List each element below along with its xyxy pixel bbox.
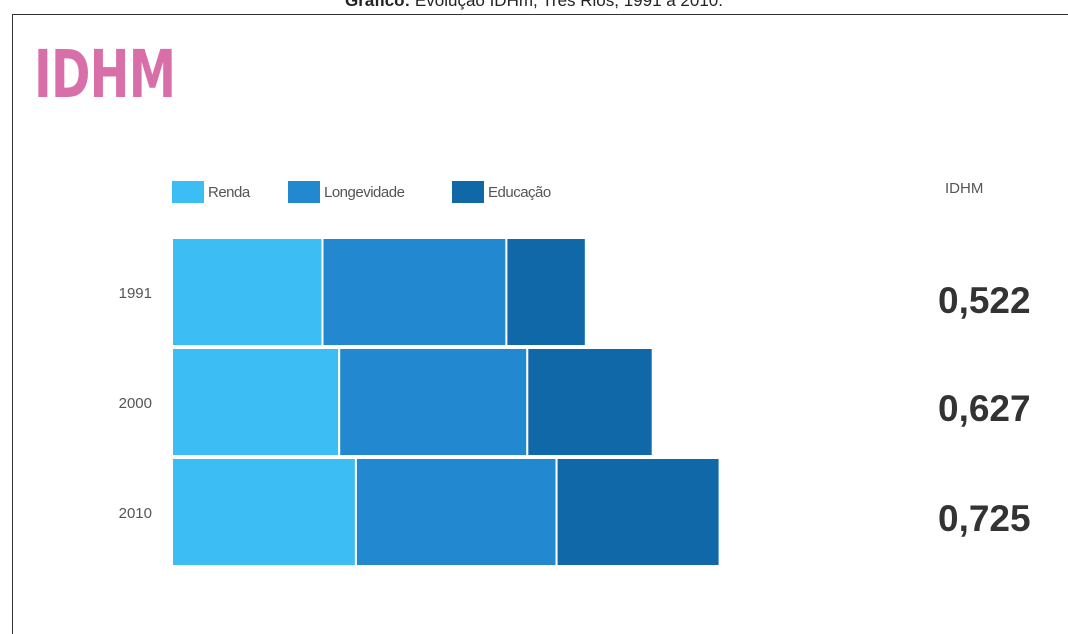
bar-longevidade-1991 — [321, 237, 508, 347]
bar-educacao-2010 — [555, 457, 721, 567]
legend-label-educacao: Educação — [488, 183, 551, 201]
stacked-bar-chart: 1991 2000 2010 — [119, 237, 721, 567]
idhm-value-1991: 0,522 — [938, 280, 1031, 321]
idhm-value-2010: 0,725 — [938, 498, 1031, 539]
legend-item-longevidade: Longevidade — [288, 180, 405, 204]
bar-renda-2010 — [171, 457, 357, 567]
bar-educacao-2000 — [526, 347, 654, 457]
y-tick-label: 2000 — [119, 395, 152, 412]
bar-renda-1991 — [171, 237, 324, 347]
legend-swatch-longevidade — [288, 181, 320, 203]
bar-longevidade-2000 — [338, 347, 529, 457]
bar-renda-2000 — [171, 347, 341, 457]
bar-longevidade-2010 — [354, 457, 558, 567]
legend-swatch-educacao — [452, 181, 484, 203]
legend-swatch-renda — [172, 181, 204, 203]
chart-frame — [12, 14, 1068, 634]
y-tick-label: 1991 — [119, 285, 152, 302]
idhm-logo: IDHM — [34, 36, 176, 113]
bar-educacao-1991 — [505, 237, 587, 347]
caption-prefix: Gráfico: — [345, 0, 411, 10]
caption-text: Evolução IDHm, Três Rios, 1991 a 2010. — [410, 0, 723, 10]
legend-label-renda: Renda — [208, 183, 250, 201]
legend-label-longevidade: Longevidade — [324, 183, 405, 201]
legend-item-renda: Renda — [172, 180, 250, 204]
idhm-value-2000: 0,627 — [938, 388, 1031, 429]
y-tick-label: 2010 — [119, 505, 152, 522]
legend-item-educacao: Educação — [452, 180, 551, 204]
idhm-column-header: IDHM — [945, 180, 984, 197]
chart-caption: Gráfico: Evolução IDHm, Três Rios, 1991 … — [0, 0, 1068, 11]
